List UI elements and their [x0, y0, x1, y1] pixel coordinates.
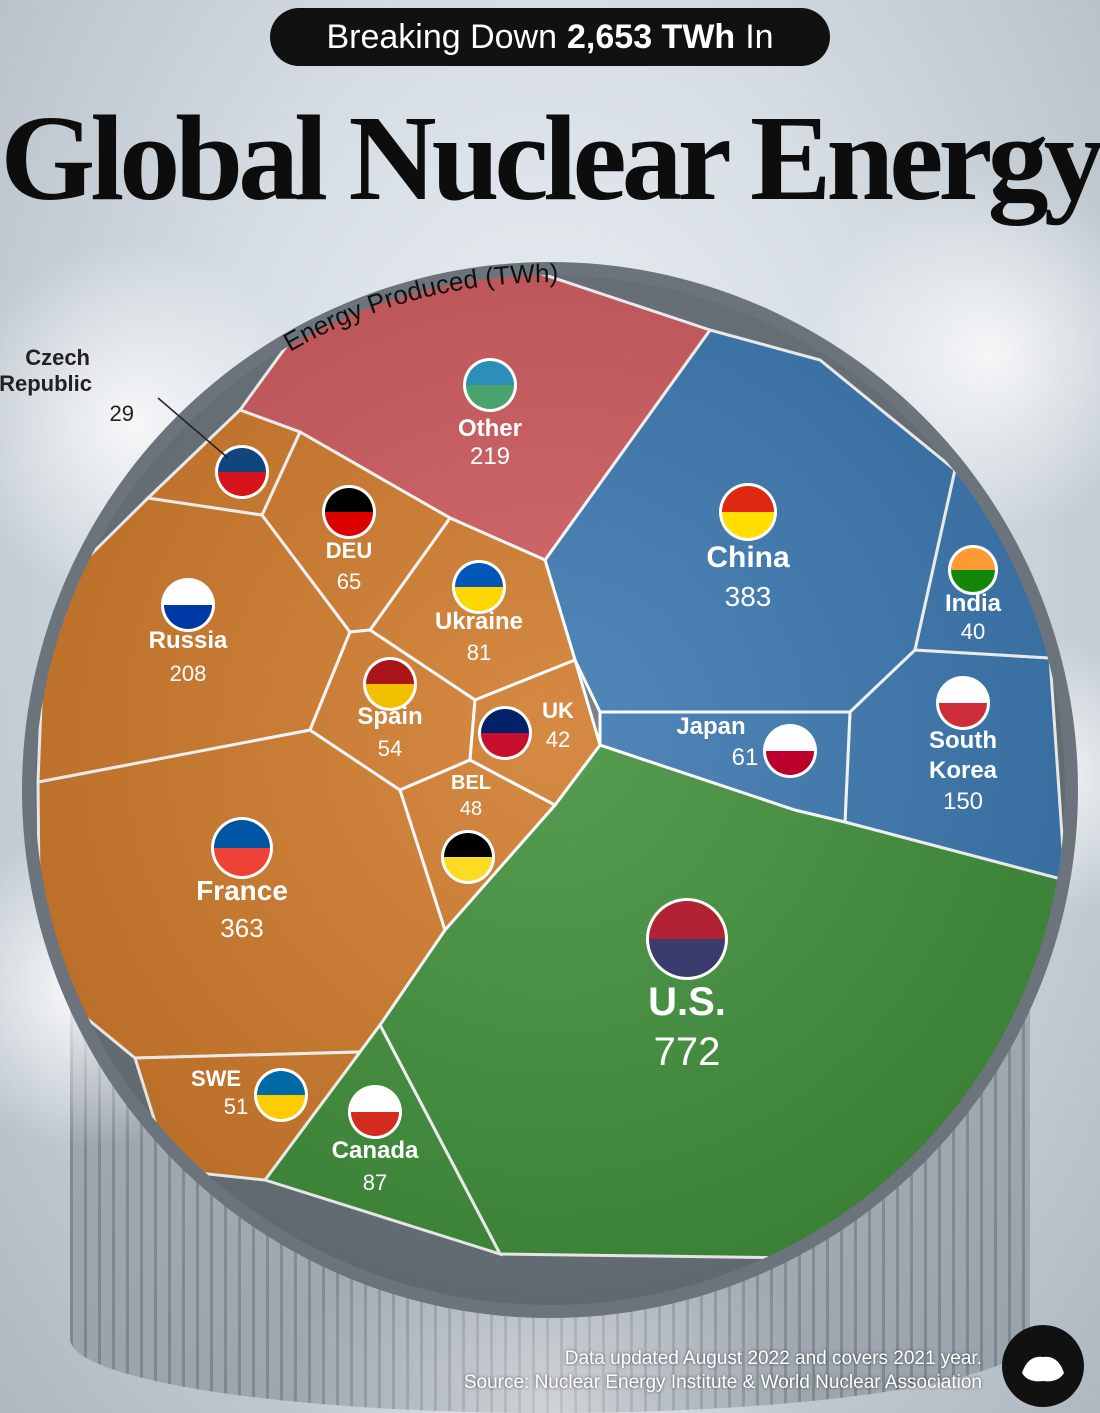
kicker-suffix: In — [745, 17, 774, 56]
bel-flag-icon — [441, 830, 495, 884]
kicker-total: 2,653 TWh — [567, 17, 736, 56]
footer-note: Data updated August 2022 and covers 2021… — [564, 1348, 982, 1369]
skorea-flag-icon — [936, 676, 990, 730]
india-label: India — [945, 590, 1002, 617]
russia-value: 208 — [170, 661, 207, 686]
india-flag-icon — [948, 545, 998, 595]
czech-value: 29 — [110, 401, 134, 426]
skorea-label: South — [929, 727, 997, 754]
other-flag-icon — [463, 358, 517, 412]
ukraine-label: Ukraine — [435, 608, 523, 635]
page-title: Global Nuclear Energy — [0, 91, 1100, 226]
spain-flag-icon — [363, 657, 417, 711]
uk-flag-icon — [478, 706, 532, 760]
uk-value: 42 — [546, 727, 570, 752]
ukraine-value: 81 — [467, 640, 491, 665]
spain-label: Spain — [357, 703, 422, 730]
czech-label-line2: Republic — [0, 371, 92, 396]
deu-label: DEU — [326, 538, 372, 563]
spain-value: 54 — [378, 736, 402, 761]
canada-flag-icon — [348, 1085, 402, 1139]
france-label: France — [196, 875, 288, 906]
other-label: Other — [458, 415, 522, 442]
swe-label: SWE — [191, 1066, 241, 1091]
russia-label: Russia — [149, 627, 228, 654]
china-flag-icon — [719, 483, 777, 541]
us-label: U.S. — [648, 980, 726, 1024]
czech-flag-icon — [215, 445, 269, 499]
czech-label: Czech — [25, 345, 90, 370]
bel-label: BEL — [451, 772, 491, 794]
kicker-prefix: Breaking Down — [326, 17, 558, 56]
japan-label: Japan — [676, 713, 745, 740]
deu-value: 65 — [337, 569, 361, 594]
ukraine-flag-icon — [452, 560, 506, 614]
france-flag-icon — [211, 817, 273, 879]
france-value: 363 — [220, 913, 263, 943]
kicker-pill: Breaking Down 2,653 TWh In — [270, 8, 830, 66]
china-label: China — [706, 541, 790, 574]
brand-logo — [1002, 1325, 1084, 1407]
canada-value: 87 — [363, 1170, 387, 1195]
footer: Data updated August 2022 and covers 2021… — [464, 1347, 982, 1395]
swe-flag-icon — [254, 1068, 308, 1122]
canada-label: Canada — [332, 1137, 419, 1164]
czech-leader-line — [157, 397, 229, 459]
deu-flag-icon — [322, 485, 376, 539]
swe-value: 51 — [224, 1094, 248, 1119]
uk-label: UK — [542, 698, 574, 723]
other-value: 219 — [470, 443, 510, 470]
us-flag-icon — [646, 898, 728, 980]
skorea-label-line2: Korea — [929, 757, 998, 784]
india-value: 40 — [961, 619, 985, 644]
footer-source: Source: Nuclear Energy Institute & World… — [463, 1372, 982, 1393]
china-value: 383 — [725, 581, 772, 612]
japan-value: 61 — [732, 744, 759, 771]
russia-flag-icon — [161, 578, 215, 632]
bel-value: 48 — [460, 798, 482, 820]
japan-flag-icon — [763, 724, 817, 778]
us-value: 772 — [654, 1030, 721, 1074]
skorea-value: 150 — [943, 788, 983, 815]
